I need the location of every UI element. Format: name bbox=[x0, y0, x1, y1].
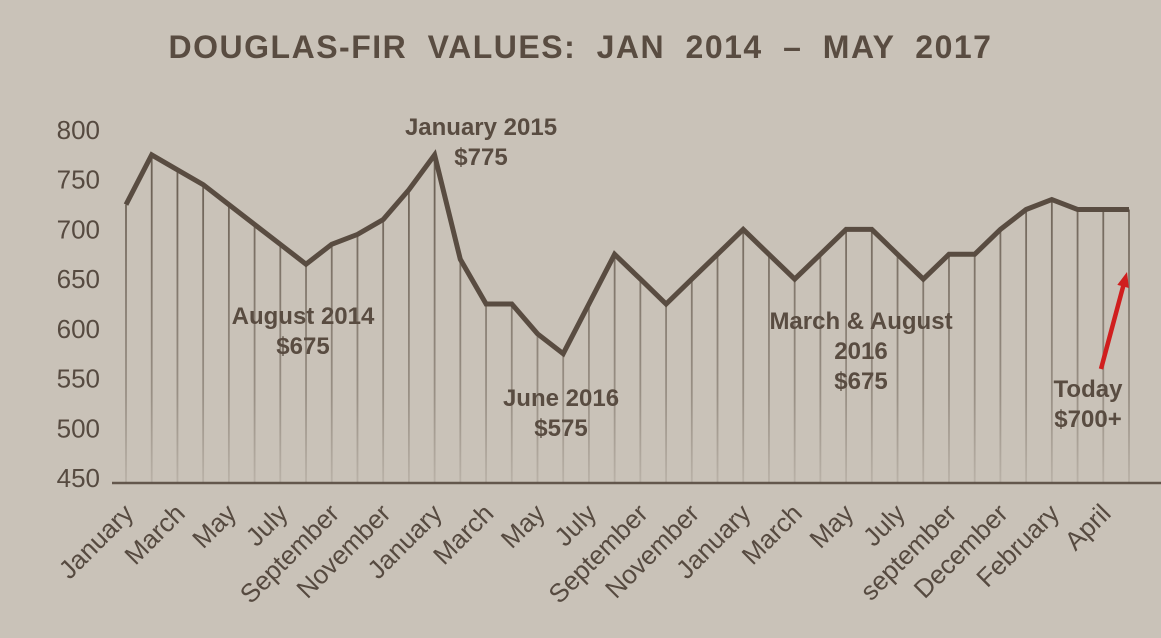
annotation-line: January 2015 bbox=[404, 114, 558, 141]
y-tick-label: 450 bbox=[57, 463, 100, 493]
y-tick-label: 650 bbox=[57, 264, 100, 294]
annotation-line: $700+ bbox=[1054, 406, 1122, 433]
y-tick-label: 700 bbox=[57, 214, 100, 244]
y-tick-label: 600 bbox=[57, 314, 100, 344]
y-tick-label: 500 bbox=[57, 413, 100, 443]
annotation-jan-2015: January 2015 $775 bbox=[405, 113, 557, 173]
trend-arrow-head bbox=[1117, 272, 1129, 289]
x-tick-label: May bbox=[803, 498, 859, 554]
annotation-line: $675 bbox=[276, 333, 330, 360]
annotation-aug-2014: August 2014 $675 bbox=[232, 302, 375, 362]
annotation-line: March & August bbox=[769, 308, 953, 335]
series-line bbox=[123, 149, 1129, 358]
y-tick-label: 550 bbox=[57, 364, 100, 394]
drop-lines bbox=[125, 154, 1130, 483]
x-axis-labels: JanuaryMarchMayJulySeptemberNovemberJanu… bbox=[53, 498, 1117, 609]
x-tick-label: March bbox=[118, 498, 190, 570]
annotation-line: June 2016 bbox=[502, 385, 620, 412]
x-tick-label: March bbox=[427, 498, 499, 570]
annotation-today: Today $700+ bbox=[1054, 375, 1123, 435]
annotation-mar-aug-2016: March & August 2016 $675 bbox=[769, 307, 952, 397]
annotation-line: August 2014 bbox=[231, 303, 375, 330]
x-tick-label: April bbox=[1059, 498, 1117, 556]
annotation-line: Today bbox=[1053, 376, 1123, 403]
annotation-line: $675 bbox=[834, 368, 888, 395]
trend-arrow bbox=[1098, 272, 1129, 370]
annotation-jun-2016: June 2016 $575 bbox=[503, 384, 619, 444]
chart-title: DOUGLAS-FIR VALUES: JAN 2014 – MAY 2017 bbox=[168, 29, 993, 65]
y-tick-label: 750 bbox=[57, 165, 100, 195]
x-tick-label: March bbox=[736, 498, 808, 570]
trend-arrow-shaft bbox=[1098, 283, 1127, 370]
x-tick-label: May bbox=[186, 498, 242, 554]
x-tick-label: May bbox=[495, 498, 551, 554]
annotation-line: 2016 bbox=[834, 338, 888, 365]
annotation-line: $775 bbox=[454, 144, 508, 171]
y-tick-label: 800 bbox=[57, 115, 100, 145]
y-axis-labels: 450 500 550 600 650 700 750 800 bbox=[57, 115, 100, 493]
annotation-line: $575 bbox=[534, 415, 588, 442]
